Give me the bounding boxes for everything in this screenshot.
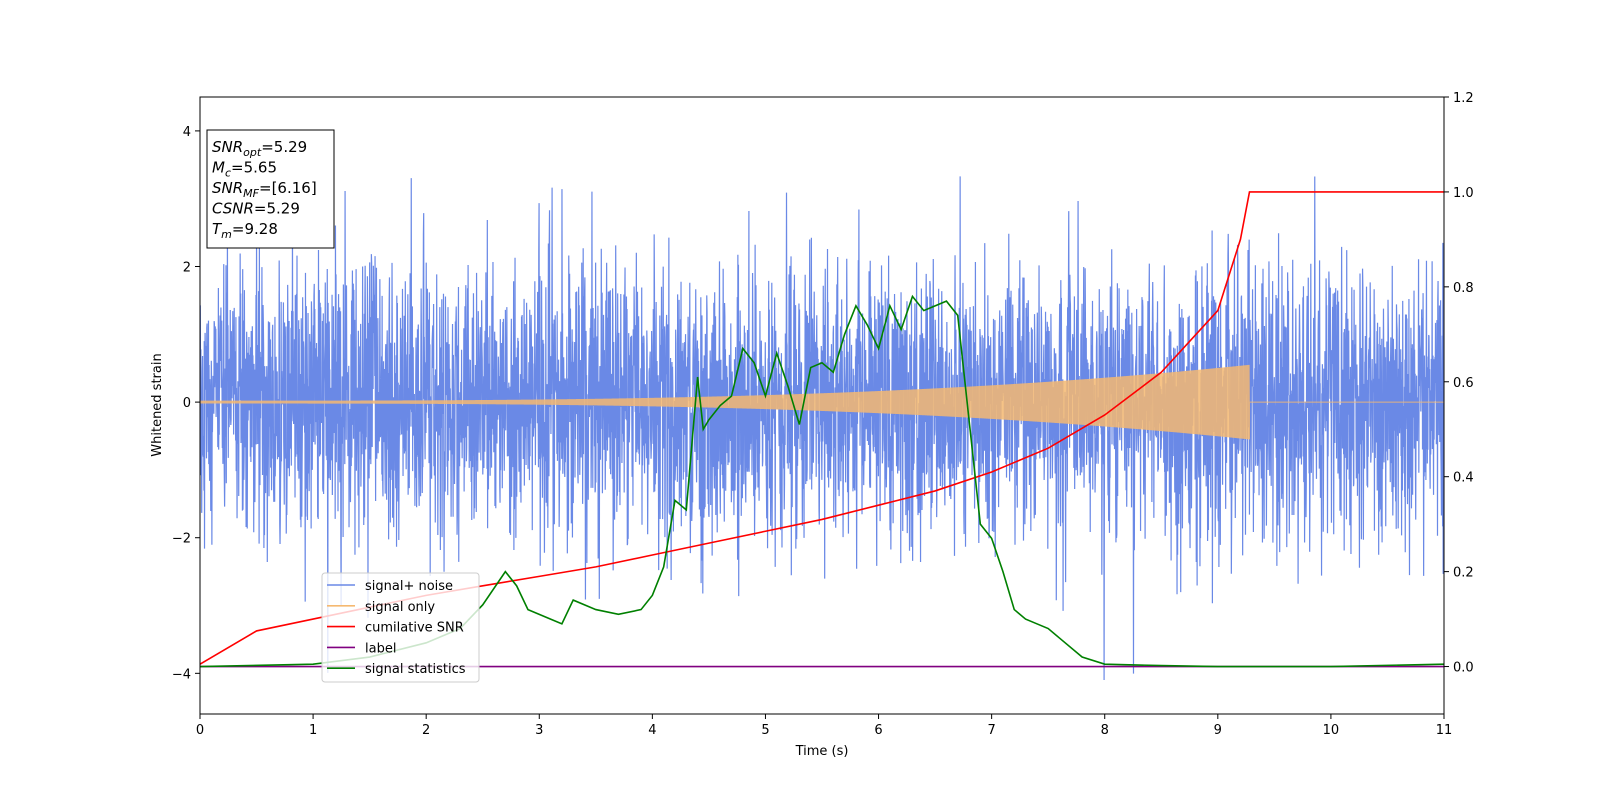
ticks-layer: 0 1 2 3 4 5 6 7 8 9 10 11 −4 −2 0 2 4 0.0 0.2 0.4 0.6 0.8 1.0 1… [172, 91, 1474, 738]
x-tick-label: 9 [1214, 723, 1222, 738]
x-tick-label: 2 [422, 723, 430, 738]
y2-tick-label: 0.0 [1453, 661, 1474, 676]
y-axis-label: Whitened strain [150, 353, 165, 456]
y2-tick-label: 0.8 [1453, 281, 1474, 296]
x-tick-label: 4 [648, 723, 656, 738]
x-tick-label: 5 [761, 723, 769, 738]
info-line: CSNR=5.29 [212, 200, 300, 218]
y2-tick-label: 0.4 [1453, 471, 1474, 486]
info-line: Tm=9.28 [212, 220, 278, 241]
y-tick-label: −4 [172, 667, 191, 682]
legend-label-label: label [365, 641, 396, 656]
info-line: Mc=5.65 [212, 159, 277, 180]
y-tick-label: 4 [183, 125, 191, 140]
y2-tick-label: 0.2 [1453, 566, 1474, 581]
series-signal-noise-line [200, 176, 1444, 681]
legend-label-signal-statistics: signal statistics [365, 662, 466, 677]
y2-tick-label: 1.0 [1453, 186, 1474, 201]
legend-label-signal-noise: signal+ noise [365, 579, 453, 594]
y-tick-label: 0 [183, 396, 191, 411]
x-tick-label: 11 [1436, 723, 1453, 738]
x-tick-label: 3 [535, 723, 543, 738]
x-tick-label: 1 [309, 723, 317, 738]
y-tick-label: 2 [183, 261, 191, 276]
x-axis-label: Time (s) [795, 744, 849, 759]
plot-frame [199, 96, 1445, 715]
y-tick-label: −2 [172, 532, 191, 547]
x-tick-label: 8 [1101, 723, 1109, 738]
legend-frame [321, 572, 480, 683]
info-box-frame [206, 129, 335, 249]
legend-label-signal-only: signal only [365, 600, 435, 615]
y2-tick-label: 1.2 [1453, 91, 1474, 106]
x-tick-label: 0 [196, 723, 204, 738]
legend: signal+ noise signal only cumilative SNR la… [321, 572, 480, 683]
legend-label-cumilative-snr: cumilative SNR [365, 621, 464, 636]
x-tick-label: 7 [987, 723, 995, 738]
y2-tick-label: 0.6 [1453, 376, 1474, 391]
x-tick-label: 6 [874, 723, 882, 738]
info-line: SNRMF=[6.16] [212, 179, 317, 200]
series-signal-statistics-line [200, 294, 1444, 668]
info-line: SNRopt=5.29 [212, 138, 307, 159]
x-tick-label: 10 [1323, 723, 1340, 738]
